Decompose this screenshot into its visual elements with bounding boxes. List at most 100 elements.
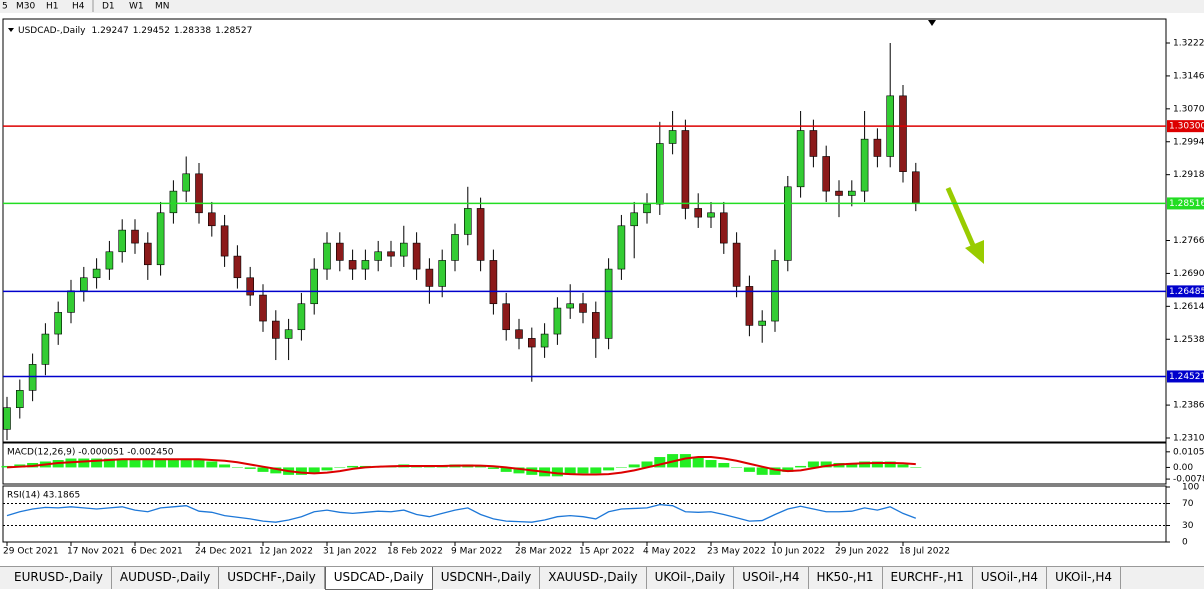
y-tick-label: 1.25380 <box>1173 335 1204 345</box>
toolbar <box>0 0 1204 13</box>
symbol-tab[interactable]: EURCHF-,H1 <box>883 567 973 589</box>
macd-label: MACD(12,26,9) -0.000051 -0.002450 <box>7 448 174 458</box>
x-tick-label: 29 Jun 2022 <box>835 547 889 557</box>
macd-bar <box>718 462 730 468</box>
macd-bar <box>590 467 602 474</box>
x-tick-label: 6 Dec 2021 <box>131 547 183 557</box>
symbol-tab[interactable]: USDCNH-,Daily <box>433 567 541 589</box>
macd-bar <box>603 467 615 471</box>
level-label-box <box>1167 285 1204 298</box>
candle-body <box>860 138 869 192</box>
timeframe-button[interactable]: H4 <box>72 2 85 12</box>
candle-body <box>668 130 677 144</box>
y-tick-label: 1.26900 <box>1173 269 1204 279</box>
symbol-tab[interactable]: USOil-,H4 <box>973 567 1048 589</box>
candle-body <box>758 320 767 326</box>
macd-bar <box>219 464 231 468</box>
candle-body <box>566 303 575 309</box>
symbol-tab[interactable]: AUDUSD-,Daily <box>112 567 220 589</box>
candle-body <box>387 251 395 257</box>
macd-bar <box>475 465 487 468</box>
symbol-tab[interactable]: XAUUSD-,Daily <box>540 567 647 589</box>
last-close: 1.28527 <box>215 26 252 36</box>
candle-body <box>540 333 549 348</box>
candle-body <box>783 186 792 261</box>
symbol-tab[interactable]: UKOil-,H4 <box>1047 567 1121 589</box>
candle-body <box>399 242 408 257</box>
candle-body <box>348 260 357 270</box>
timeframe-button[interactable]: H1 <box>46 2 59 12</box>
candle-body <box>438 260 447 287</box>
macd-bar <box>180 458 192 468</box>
macd-tick-label: 0.00 <box>1173 463 1193 473</box>
arrow-annotation <box>945 187 984 264</box>
symbol-tab[interactable]: USOil-,H4 <box>734 567 809 589</box>
candle-body <box>118 229 126 253</box>
level-label: 1.26485 <box>1169 287 1204 297</box>
last-high: 1.29452 <box>133 26 170 36</box>
timeframe-button[interactable]: D1 <box>102 2 115 12</box>
y-tick-label: 1.32220 <box>1173 38 1204 48</box>
macd-bar <box>577 467 589 474</box>
candle-body <box>156 212 165 266</box>
timeframe-button[interactable]: M30 <box>16 2 35 12</box>
timeframe-button[interactable]: W1 <box>129 2 144 12</box>
macd-bar <box>897 464 909 468</box>
macd-bar <box>654 457 666 468</box>
candle-body <box>297 303 306 331</box>
candle-body <box>80 277 88 292</box>
candle-body <box>28 364 37 391</box>
symbol-tab[interactable]: EURUSD-,Daily <box>6 567 112 589</box>
candle-body <box>489 260 498 305</box>
symbol-tab[interactable]: UKOil-,Daily <box>647 567 735 589</box>
macd-bar <box>756 467 768 475</box>
candle-body <box>515 329 523 339</box>
y-tick-label: 1.29180 <box>1173 170 1204 180</box>
timeframe-button[interactable]: 5 <box>2 2 8 12</box>
y-tick-label: 1.29940 <box>1173 137 1204 147</box>
rsi-tick-label: 100 <box>1182 483 1199 493</box>
candle-body <box>323 242 331 270</box>
x-tick-label: 4 May 2022 <box>643 547 696 557</box>
symbol: USDCAD-,Daily <box>18 26 86 36</box>
rsi-panel <box>2 485 1167 543</box>
tab-bar: EURUSD-,Daily AUDUSD-,Daily USDCHF-,Daily U… <box>0 566 1204 590</box>
candle-body <box>412 242 421 270</box>
x-tick-label: 28 Mar 2022 <box>515 547 572 557</box>
y-tick-label: 1.26140 <box>1173 302 1204 312</box>
symbol-tab[interactable]: USDCHF-,Daily <box>219 567 325 589</box>
candle-body <box>847 190 856 196</box>
timeframe-button[interactable]: MN <box>155 2 170 12</box>
x-tick-label: 9 Mar 2022 <box>451 547 502 557</box>
x-tick-label: 31 Jan 2022 <box>323 547 377 557</box>
candle-body <box>502 303 511 331</box>
candle-body <box>796 130 805 188</box>
candle-body <box>3 407 11 430</box>
macd-bar <box>308 467 320 474</box>
y-tick-label: 1.30700 <box>1173 104 1204 114</box>
y-tick-label: 1.27660 <box>1173 236 1204 246</box>
candle-body <box>809 130 818 157</box>
x-tick-label: 29 Oct 2021 <box>3 547 59 557</box>
candle-body <box>92 268 101 279</box>
macd-bar <box>142 460 154 468</box>
macd-bar <box>206 461 218 468</box>
candle-body <box>271 320 280 339</box>
candle-body <box>630 212 639 227</box>
macd-bar <box>731 467 743 468</box>
rsi-tick-label: 0 <box>1182 538 1188 548</box>
macd-bar <box>743 467 755 472</box>
candle-body <box>463 208 472 235</box>
candle-body <box>284 329 293 339</box>
last-low: 1.28338 <box>174 26 211 36</box>
candle-body <box>15 390 24 408</box>
candle-body <box>643 203 651 214</box>
candle-body <box>374 251 383 261</box>
symbol-tab[interactable]: HK50-,H1 <box>809 567 883 589</box>
macd-bar <box>564 467 576 475</box>
candle-body <box>208 212 216 227</box>
candle-body <box>694 208 703 218</box>
symbol-tab[interactable]: USDCAD-,Daily <box>324 567 433 590</box>
candle-body <box>911 171 920 204</box>
